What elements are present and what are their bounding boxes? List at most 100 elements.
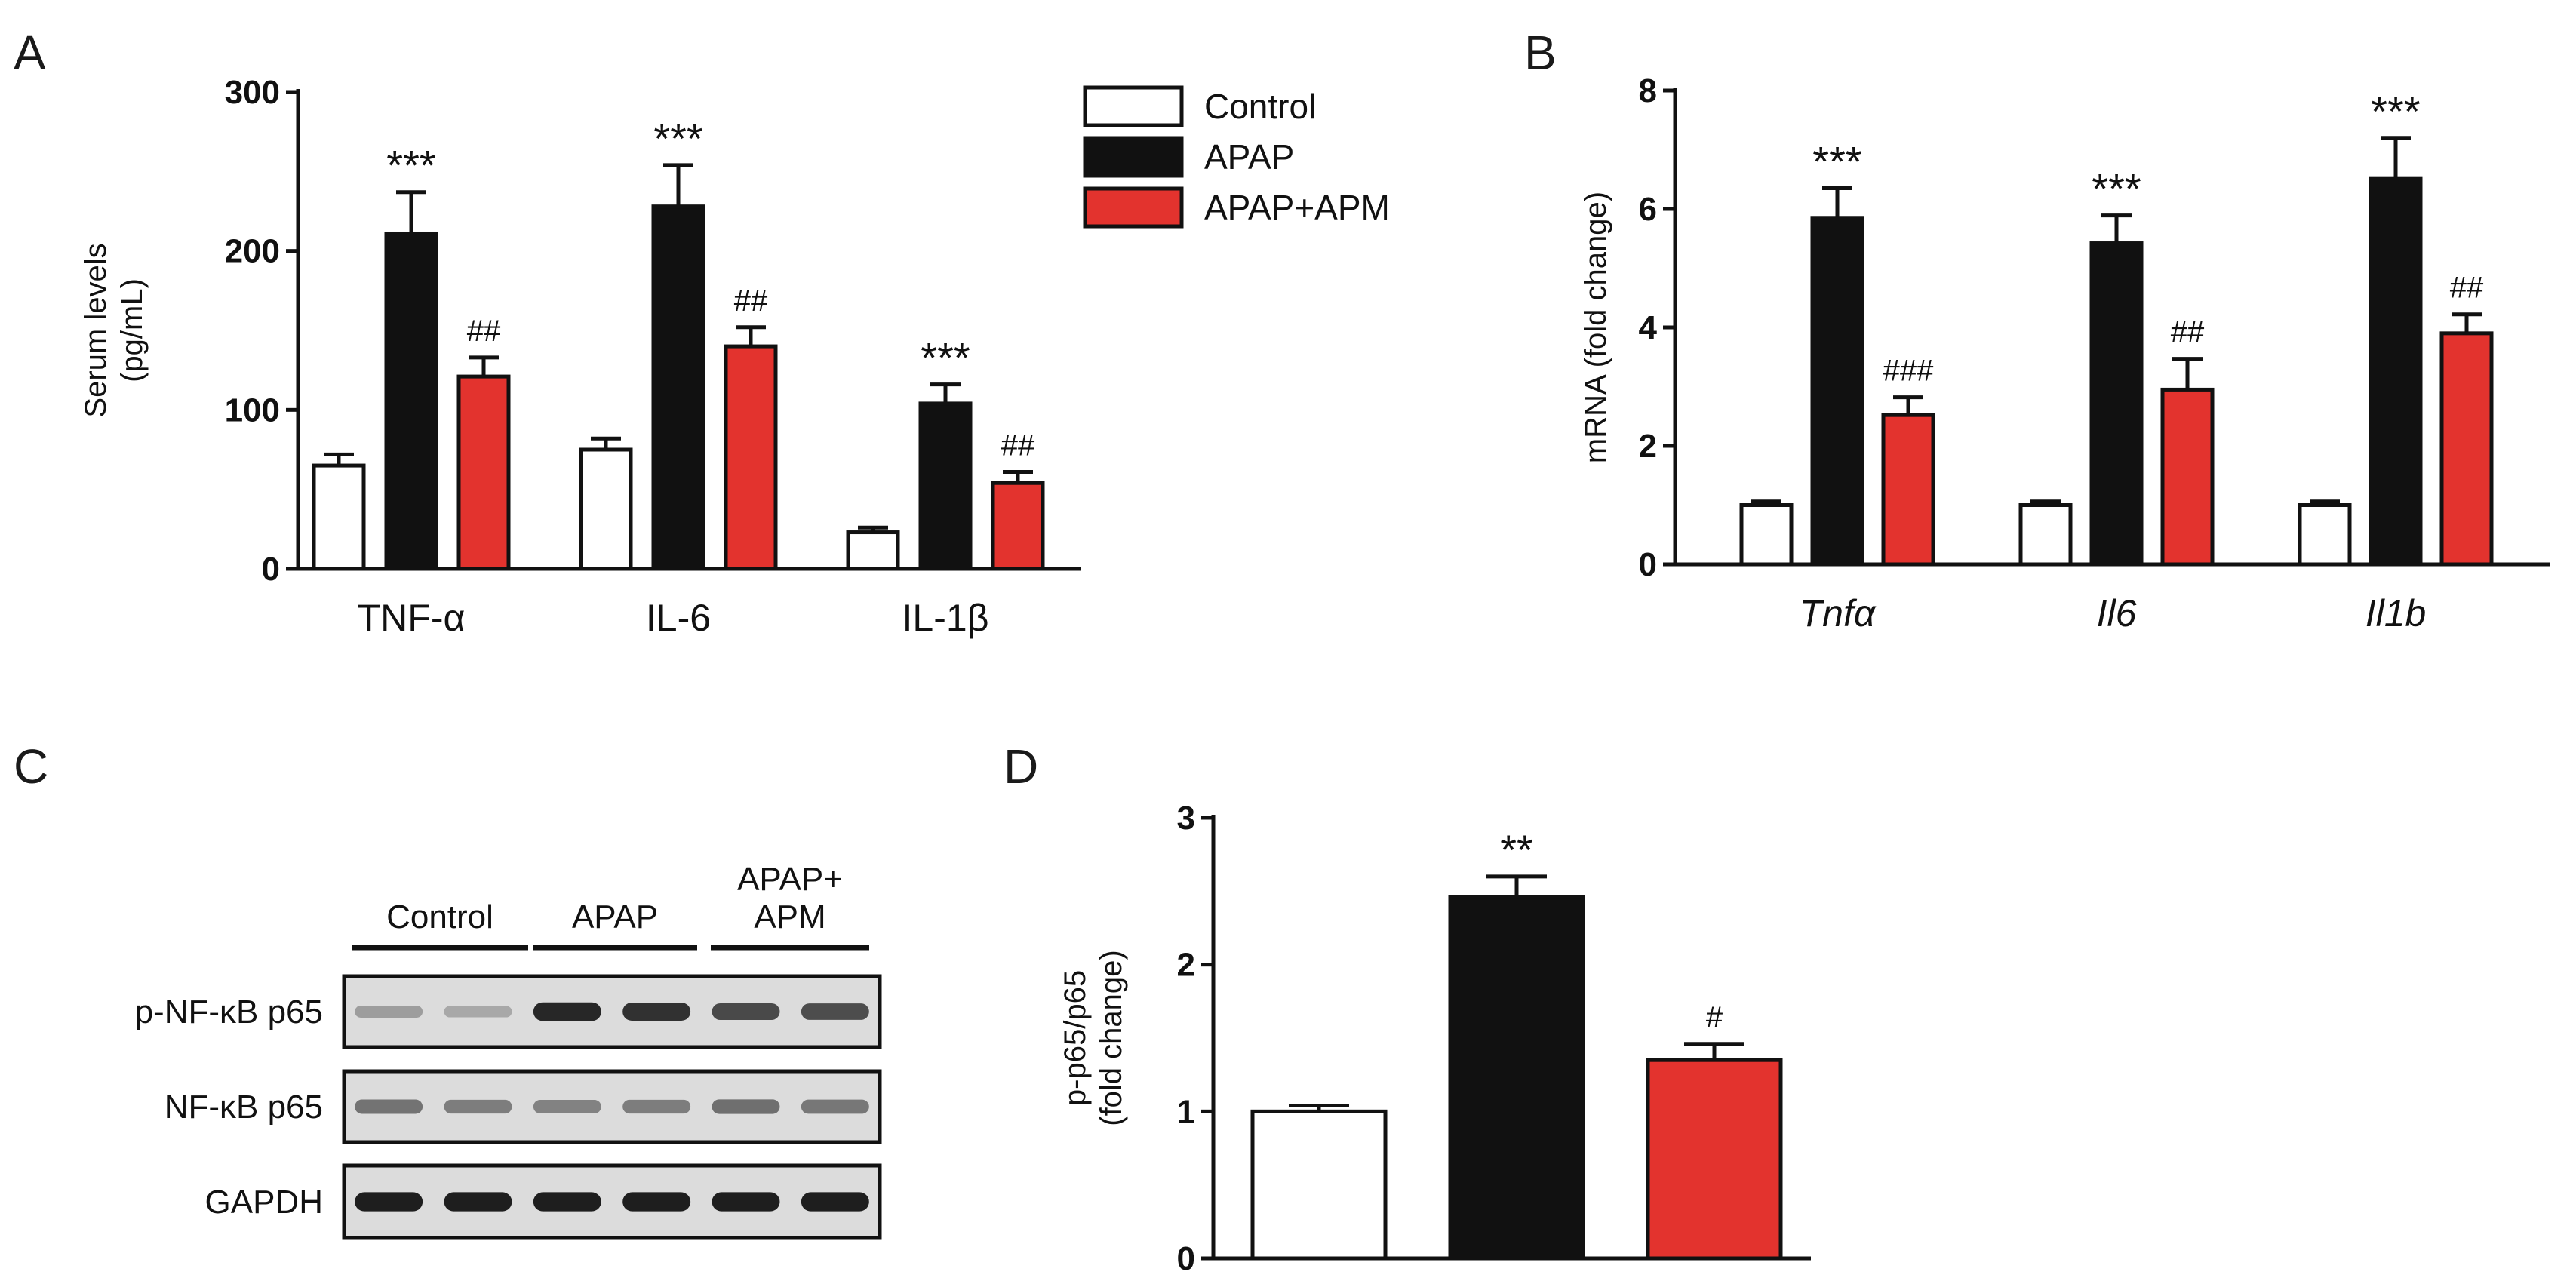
chart-d-significance-hash: # [1706, 1001, 1723, 1034]
blot-band [801, 1192, 869, 1212]
chart-b-bar-apap-apm [2439, 331, 2494, 567]
chart-a-y-tick-label: 200 [225, 233, 280, 270]
chart-b-y-tick-label: 6 [1639, 191, 1657, 228]
blot-band [801, 1099, 869, 1114]
chart-b-significance-hash: ## [2171, 316, 2205, 349]
blot-strip [342, 1163, 882, 1240]
blot-band [355, 1099, 423, 1114]
chart-b-category-label: Il6 [2097, 592, 2137, 634]
chart-a-serum-levels: 0 100 200 300 Serum levels (pg/mL) *** ## TNF-α *… [79, 74, 1081, 639]
panel-label-b: B [1524, 26, 1557, 80]
chart-d-significance-stars: ** [1500, 826, 1533, 874]
chart-b-bar-apap-apm [1881, 413, 1935, 567]
chart-a-category-label: IL-6 [646, 597, 711, 639]
panel-label-a: A [14, 26, 46, 80]
blot-band [622, 1003, 691, 1021]
chart-b-category-label: Il1b [2365, 592, 2427, 634]
blot-band [444, 1099, 512, 1114]
chart-a-bar-apap [384, 231, 438, 571]
blot-group-label: APM [754, 898, 825, 935]
chart-d-y-tick-label: 0 [1177, 1240, 1195, 1277]
legend: Control APAP APAP+APM [1083, 85, 1390, 229]
chart-b-y-axis-title: mRNA (fold change) [1579, 192, 1612, 463]
blot-band [712, 1192, 780, 1212]
chart-b-significance-hash: ### [1883, 355, 1934, 388]
blot-band [444, 1192, 512, 1212]
chart-b-bar-apap-apm [2160, 387, 2215, 567]
chart-a-significance-stars: *** [921, 334, 970, 382]
chart-a-bar-apap-apm [724, 344, 778, 571]
legend-label-control: Control [1204, 87, 1316, 126]
chart-b-bar-apap [2369, 176, 2423, 567]
chart-a-y-tick-label: 0 [262, 551, 280, 588]
blot-band [533, 1100, 601, 1113]
chart-b-significance-hash: ## [2450, 272, 2484, 305]
western-blot-panel: Control APAP APAP+APM p-NF-κB p65 NF-κB p65 G… [135, 861, 882, 1240]
blot-band [533, 1192, 601, 1212]
chart-b-bar-control [2298, 503, 2352, 567]
chart-d-bar-apap [1448, 895, 1585, 1261]
blot-strip [342, 974, 882, 1049]
chart-a-significance-hash: ## [734, 284, 768, 318]
chart-b-significance-stars: *** [2371, 88, 2420, 135]
chart-a-bar-control [846, 530, 900, 571]
chart-b-y-tick-label: 8 [1639, 72, 1657, 109]
blot-band [355, 1006, 423, 1018]
chart-b-bar-control [2018, 503, 2073, 567]
blot-row-label: GAPDH [205, 1184, 323, 1221]
blot-band [712, 1003, 780, 1021]
chart-a-y-tick-label: 300 [225, 74, 280, 111]
chart-a-category-label: IL-1β [902, 597, 989, 639]
chart-b-category-label: Tnfα [1800, 592, 1877, 634]
chart-d-y-tick-label: 2 [1177, 947, 1195, 984]
blot-band [712, 1099, 780, 1114]
chart-d-p65-ratio: 0 1 2 3 p-p65/p65 (fold change) ** # [1059, 800, 1811, 1277]
chart-b-bar-apap [1810, 216, 1864, 567]
chart-b-y-tick-label: 0 [1639, 546, 1657, 583]
blot-band [355, 1192, 423, 1212]
chart-a-y-tick-label: 100 [225, 392, 280, 428]
legend-label-apap: APAP [1204, 137, 1294, 177]
chart-a-bar-apap [918, 401, 973, 571]
chart-d-y-tick-label: 1 [1177, 1093, 1195, 1130]
chart-a-y-axis-title: Serum levels [79, 243, 112, 417]
chart-a-significance-stars: *** [653, 115, 702, 162]
chart-b-bar-control [1739, 503, 1794, 567]
chart-a-significance-stars: *** [386, 142, 435, 189]
blot-band [444, 1006, 512, 1018]
chart-b-y-tick-label: 2 [1639, 428, 1657, 465]
blot-group-label: APAP [572, 898, 658, 935]
chart-a-bar-control [312, 463, 366, 571]
legend-label-apap-apm: APAP+APM [1204, 188, 1390, 227]
chart-a-bar-apap-apm [456, 374, 511, 571]
blot-group-label: APAP+ [737, 861, 843, 898]
legend-swatch-control [1083, 85, 1184, 127]
chart-d-y-axis-title: (fold change) [1095, 950, 1128, 1126]
chart-b-mrna: 0 2 4 6 8 mRNA (fold change) *** ### Tnfα *** ## Il… [1579, 72, 2550, 634]
chart-d-bar-apap-apm [1646, 1058, 1783, 1261]
blot-band [622, 1192, 691, 1212]
chart-a-significance-hash: ## [1001, 428, 1035, 462]
legend-swatch-apap [1083, 136, 1184, 178]
blot-strip [342, 1069, 882, 1144]
chart-b-significance-stars: *** [2092, 165, 2141, 213]
chart-d-y-axis-title: p-p65/p65 [1059, 970, 1092, 1106]
blot-row-label: p-NF-κB p65 [135, 994, 323, 1031]
chart-b-significance-stars: *** [1812, 138, 1861, 186]
panel-label-c: C [14, 739, 48, 794]
chart-b-bar-apap [2089, 241, 2144, 567]
chart-a-category-label: TNF-α [358, 597, 466, 639]
blot-band [533, 1002, 601, 1021]
chart-a-significance-hash: ## [467, 315, 501, 348]
chart-a-bar-apap-apm [991, 481, 1045, 571]
panel-label-d: D [1004, 739, 1038, 794]
blot-row-label: NF-κB p65 [164, 1089, 323, 1126]
chart-a-bar-control [579, 447, 633, 571]
chart-b-y-tick-label: 4 [1639, 309, 1658, 346]
chart-d-bar-control [1250, 1109, 1388, 1261]
blot-band [801, 1003, 869, 1020]
legend-swatch-apap-apm [1083, 186, 1184, 229]
chart-a-y-axis-title: (pg/mL) [115, 278, 149, 382]
blot-band [622, 1099, 691, 1114]
